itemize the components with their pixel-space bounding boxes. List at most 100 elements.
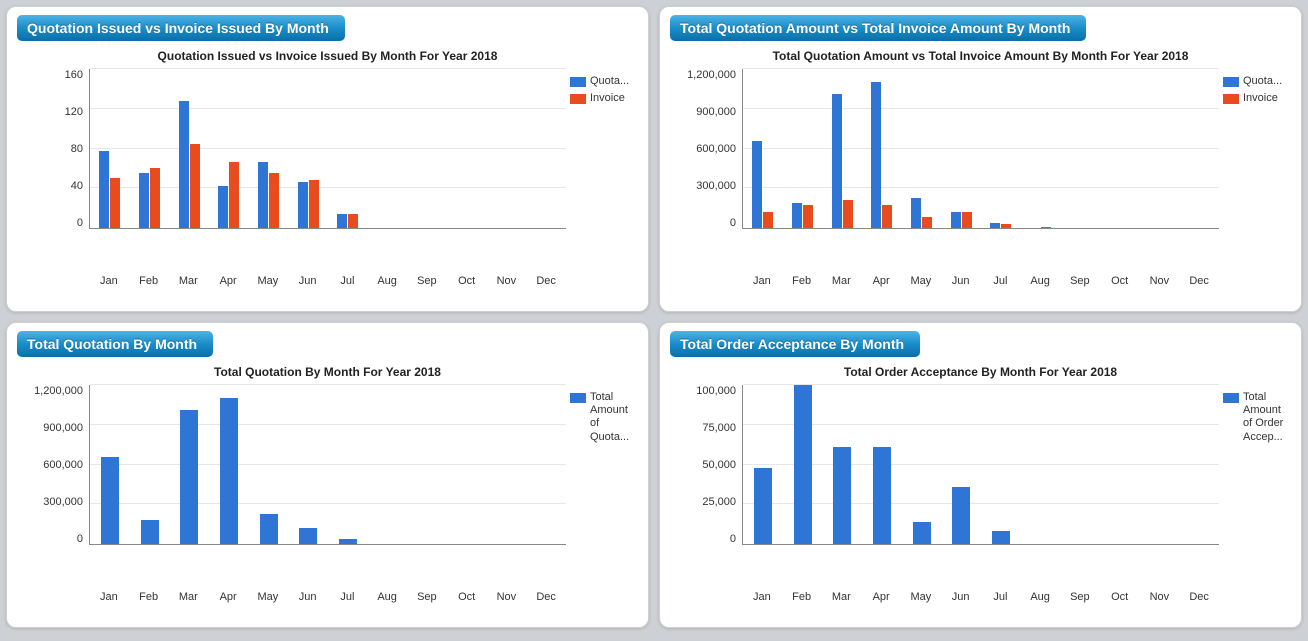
bar-group	[447, 69, 487, 228]
panel-quotation-vs-invoice-count: Quotation Issued vs Invoice Issued By Mo…	[6, 6, 649, 312]
bar[interactable]	[179, 101, 189, 228]
legend-item[interactable]: Total Amount of Quota...	[570, 391, 634, 444]
panel-header: Total Order Acceptance By Month	[670, 331, 920, 357]
bar[interactable]	[269, 173, 279, 228]
x-tick-label: Sep	[407, 591, 447, 603]
bar[interactable]	[299, 528, 317, 544]
bar[interactable]	[99, 151, 109, 229]
bar[interactable]	[218, 186, 228, 228]
bar-group	[822, 385, 862, 544]
bar[interactable]	[794, 385, 812, 544]
bar-group	[130, 69, 170, 228]
bar[interactable]	[754, 468, 772, 544]
bar[interactable]	[952, 487, 970, 544]
x-tick-label: Mar	[169, 275, 209, 287]
bar[interactable]	[833, 447, 851, 544]
y-tick-label: 1,200,000	[687, 69, 736, 81]
bar[interactable]	[1041, 227, 1051, 228]
legend-item[interactable]: Invoice	[1223, 92, 1287, 105]
bar[interactable]	[832, 94, 842, 228]
bar[interactable]	[190, 144, 200, 228]
bar[interactable]	[298, 182, 308, 228]
x-tick-label: Oct	[1100, 275, 1140, 287]
bar[interactable]	[752, 141, 762, 228]
bar[interactable]	[220, 398, 238, 544]
x-tick-label: May	[248, 591, 288, 603]
bar[interactable]	[882, 205, 892, 228]
x-tick-label: Apr	[861, 591, 901, 603]
x-tick-label: Apr	[208, 275, 248, 287]
x-tick-label: Sep	[407, 275, 447, 287]
bar[interactable]	[150, 168, 160, 228]
bar[interactable]	[339, 539, 357, 544]
bar[interactable]	[913, 522, 931, 544]
y-tick-label: 0	[730, 533, 736, 545]
legend-swatch	[1223, 393, 1239, 403]
bar[interactable]	[873, 447, 891, 544]
chart-title: Total Quotation Amount vs Total Invoice …	[670, 49, 1291, 63]
chart-area: Quotation Issued vs Invoice Issued By Mo…	[17, 49, 638, 299]
bar[interactable]	[110, 178, 120, 228]
bar[interactable]	[951, 212, 961, 228]
chart-area: Total Order Acceptance By Month For Year…	[670, 365, 1291, 615]
x-tick-label: Nov	[1140, 591, 1180, 603]
x-tick-label: Jul	[328, 591, 368, 603]
bar[interactable]	[309, 180, 319, 228]
bar-group	[209, 385, 249, 544]
legend-item[interactable]: Quota...	[1223, 75, 1287, 88]
x-tick-label: Jul	[981, 275, 1021, 287]
legend-item[interactable]: Invoice	[570, 92, 634, 105]
bar-group	[249, 385, 289, 544]
bar-group	[1060, 69, 1100, 228]
legend-label: Quota...	[590, 75, 629, 88]
x-tick-label: Nov	[487, 275, 527, 287]
y-tick-label: 25,000	[702, 496, 736, 508]
bar-group	[487, 69, 527, 228]
bar[interactable]	[180, 410, 198, 544]
legend-item[interactable]: Total Amount of Order Accep...	[1223, 391, 1287, 444]
x-tick-label: Feb	[129, 591, 169, 603]
bar[interactable]	[763, 212, 773, 228]
y-tick-label: 600,000	[43, 459, 83, 471]
bar[interactable]	[922, 217, 932, 228]
bar[interactable]	[348, 214, 358, 228]
plot	[89, 385, 566, 545]
bar[interactable]	[141, 520, 159, 544]
bar[interactable]	[101, 457, 119, 544]
bar[interactable]	[260, 514, 278, 544]
panel-header: Total Quotation Amount vs Total Invoice …	[670, 15, 1086, 41]
bar-group	[981, 69, 1021, 228]
bar[interactable]	[843, 200, 853, 228]
plot	[742, 385, 1219, 545]
bar[interactable]	[1001, 224, 1011, 228]
bar[interactable]	[258, 162, 268, 228]
bar[interactable]	[871, 82, 881, 228]
chart-title: Total Quotation By Month For Year 2018	[17, 365, 638, 379]
x-tick-label: Jun	[288, 591, 328, 603]
legend-swatch	[570, 94, 586, 104]
legend-label: Invoice	[1243, 92, 1278, 105]
legend-label: Total Amount of Quota...	[590, 391, 634, 444]
bar-group	[1060, 385, 1100, 544]
x-tick-label: Sep	[1060, 275, 1100, 287]
y-tick-label: 600,000	[696, 143, 736, 155]
bar[interactable]	[992, 531, 1010, 544]
bar[interactable]	[990, 223, 1000, 228]
bar[interactable]	[962, 212, 972, 228]
bar[interactable]	[792, 203, 802, 228]
bar[interactable]	[911, 198, 921, 228]
bar-group	[526, 69, 566, 228]
chart-title: Quotation Issued vs Invoice Issued By Mo…	[17, 49, 638, 63]
legend-label: Total Amount of Order Accep...	[1243, 391, 1287, 444]
bar[interactable]	[337, 214, 347, 228]
bar[interactable]	[139, 173, 149, 228]
bar-group	[368, 385, 408, 544]
legend-item[interactable]: Quota...	[570, 75, 634, 88]
x-tick-label: Jul	[328, 275, 368, 287]
chart-legend: Total Amount of Quota...	[570, 391, 634, 448]
bar[interactable]	[229, 162, 239, 228]
x-tick-label: Feb	[782, 275, 822, 287]
bars-container	[90, 385, 566, 544]
bar[interactable]	[803, 205, 813, 228]
y-axis: 100,00075,00050,00025,0000	[670, 385, 742, 545]
